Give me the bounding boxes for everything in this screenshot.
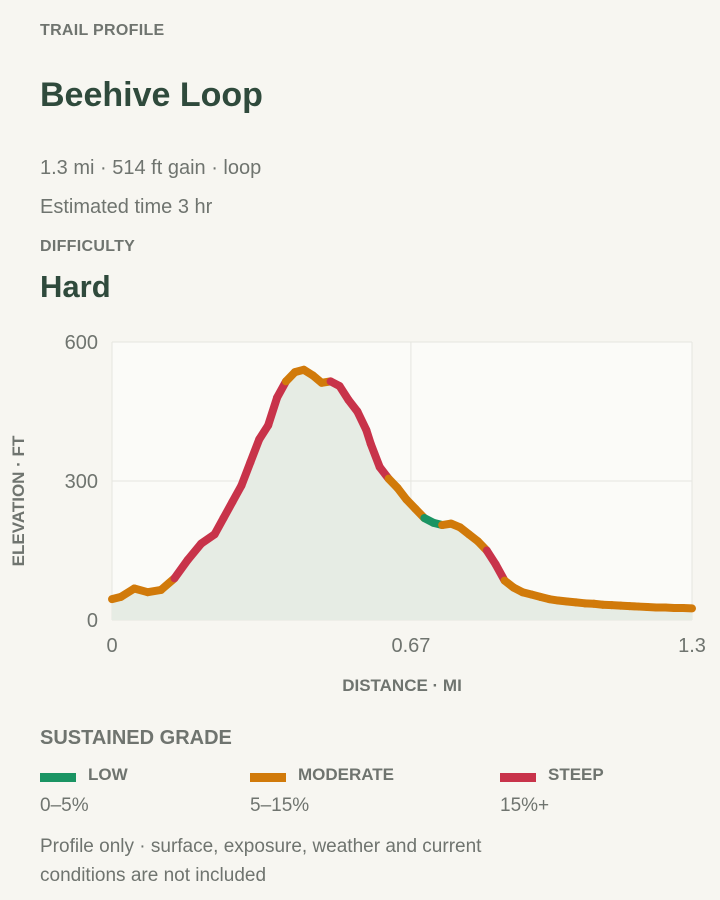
legend-label: STEEP bbox=[548, 765, 604, 784]
legend-swatch-moderate bbox=[250, 773, 286, 782]
estimated-time: Estimated time 3 hr bbox=[40, 196, 213, 218]
section-eyebrow: TRAIL PROFILE bbox=[40, 22, 165, 39]
footnote: Profile only · surface, exposure, weathe… bbox=[40, 836, 482, 886]
segment-steep bbox=[366, 439, 384, 472]
segment-steep bbox=[264, 393, 282, 430]
legend-swatch-low bbox=[40, 773, 76, 782]
legend-title: SUSTAINED GRADE bbox=[40, 727, 232, 749]
y-tick-label: 300 bbox=[65, 471, 98, 493]
legend-label: MODERATE bbox=[298, 765, 395, 784]
legend-range: 5–15% bbox=[250, 795, 310, 816]
difficulty-value: Hard bbox=[40, 269, 111, 304]
segment-steep bbox=[246, 435, 264, 467]
legend-range: 0–5% bbox=[40, 795, 89, 816]
legend-range: 15%+ bbox=[500, 795, 550, 816]
legend-swatch-steep bbox=[500, 773, 536, 782]
y-axis-label: ELEVATION · FT bbox=[9, 435, 28, 566]
legend-label: LOW bbox=[88, 765, 128, 784]
x-tick-label: 0 bbox=[106, 635, 117, 657]
segment-steep bbox=[237, 458, 255, 490]
x-tick-label: 1.3 bbox=[678, 635, 706, 657]
trail-stats: 1.3 mi · 514 ft gain · loop bbox=[40, 157, 262, 179]
elevation-chart: 600 300 00 0.67 1.3 DISTANCE · MI ELEVATION · … bbox=[9, 332, 706, 695]
x-axis-label: DISTANCE · MI bbox=[342, 676, 462, 695]
y-tick-label: 600 bbox=[65, 332, 98, 354]
difficulty-label: DIFFICULTY bbox=[40, 238, 136, 255]
x-tick-label: 0.67 bbox=[391, 635, 430, 657]
y-tick-label: 0 bbox=[87, 610, 98, 632]
trail-title: Beehive Loop bbox=[40, 76, 263, 114]
